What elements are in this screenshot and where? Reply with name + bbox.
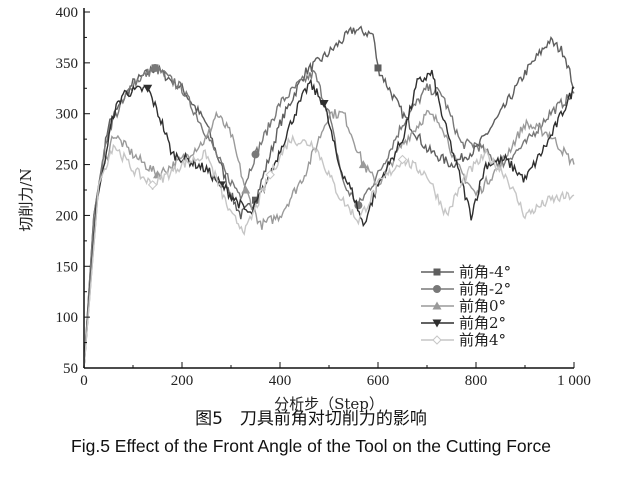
diamond-marker: [432, 335, 442, 345]
triangle-down-marker: [319, 100, 329, 109]
x-tick-label: 600: [367, 373, 390, 389]
legend-entry-label: 前角0°: [459, 297, 506, 315]
triangle-up-marker: [358, 160, 368, 169]
y-tick-label: 50: [63, 361, 78, 377]
y-tick-label: 300: [56, 107, 79, 123]
triangle-up-marker: [153, 170, 162, 179]
legend-entry-label: 前角-4°: [459, 263, 511, 281]
triangle-up-marker: [241, 185, 251, 194]
diamond-marker: [265, 170, 275, 180]
series-line-0: [83, 25, 575, 369]
triangle-down-marker: [143, 84, 153, 93]
square-marker: [252, 196, 259, 204]
y-tick-label: 100: [56, 310, 79, 326]
diamond-marker: [397, 154, 408, 165]
square-marker: [374, 64, 382, 72]
axes-layer: 50 100 150 200 250 300 350 400 0 200 400 600 800 1 00…: [56, 5, 591, 389]
x-tick-label: 1 000: [557, 373, 591, 389]
y-tick-label: 350: [56, 56, 79, 72]
x-tick-label: 400: [269, 373, 292, 389]
triangle-down-marker: [432, 319, 442, 328]
y-axis-label: 切削力/N: [17, 168, 35, 231]
y-tick-label: 250: [56, 158, 79, 174]
legend: 前角-4°前角-2°前角0°前角2°前角4°: [421, 263, 511, 349]
y-tick-label: 200: [56, 208, 79, 224]
y-tick-label: 150: [56, 259, 79, 275]
triangle-up-marker: [432, 301, 442, 310]
series-line-2: [83, 109, 575, 369]
legend-entry-label: 前角4°: [459, 331, 506, 349]
legend-entry-label: 前角2°: [459, 314, 506, 332]
circle-marker: [433, 285, 441, 293]
diamond-marker: [147, 180, 158, 190]
figure-caption-en: Fig.5 Effect of the Front Angle of the T…: [71, 436, 551, 456]
x-axis-label: 分析步（Step）: [274, 395, 384, 413]
series-line-3: [83, 69, 575, 369]
circle-marker: [151, 63, 160, 72]
series-line-4: [83, 133, 575, 369]
circle-marker: [354, 201, 363, 210]
legend-entry-label: 前角-2°: [459, 280, 511, 298]
x-tick-label: 0: [80, 373, 88, 389]
y-tick-label: 400: [56, 5, 79, 21]
figure-caption-cn: 图5 刀具前角对切削力的影响: [195, 409, 427, 429]
series-layer: [83, 25, 575, 369]
circle-marker: [251, 150, 260, 159]
x-tick-label: 200: [171, 373, 194, 389]
x-tick-label: 800: [465, 373, 488, 389]
square-marker: [433, 268, 441, 276]
